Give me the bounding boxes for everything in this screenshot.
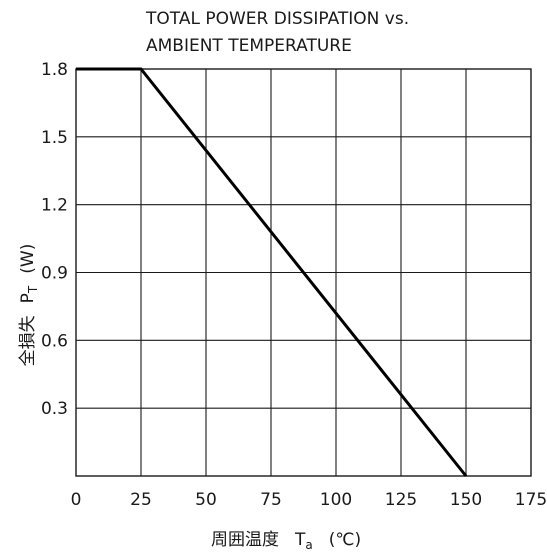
x-tick-label: 50 (195, 490, 217, 510)
x-axis-label-symbol: T (294, 530, 306, 550)
x-tick-label: 0 (71, 490, 82, 510)
x-axis-label-subscript: a (305, 538, 312, 552)
derating-curve (76, 67, 468, 477)
x-axis-label-unit: (℃) (329, 530, 361, 550)
y-axis-label: 全損失 PT (W) (18, 244, 40, 367)
x-tick-labels: 0 25 50 75 100 125 150 175 (71, 490, 547, 510)
chart-title-line2: AMBIENT TEMPERATURE (146, 36, 352, 56)
x-tick-label: 125 (385, 490, 417, 510)
y-tick-label: 0.3 (41, 399, 68, 419)
y-axis-label-jp: 全損失 (18, 315, 38, 366)
chart-title-line1: TOTAL POWER DISSIPATION vs. (145, 9, 409, 29)
y-axis-label-symbol: P (18, 293, 38, 303)
y-tick-label: 1.5 (41, 128, 68, 148)
x-tick-label: 150 (450, 490, 482, 510)
series-layer (76, 67, 468, 477)
y-axis-label-unit: (W) (18, 244, 38, 274)
y-tick-labels: 0.3 0.6 0.9 1.2 1.5 1.8 (41, 60, 68, 419)
y-tick-label: 1.8 (41, 60, 68, 80)
y-tick-label: 0.9 (41, 264, 68, 284)
x-tick-label: 100 (320, 490, 352, 510)
y-tick-label: 0.6 (41, 331, 68, 351)
y-axis-label-subscript: T (26, 285, 40, 294)
y-tick-label: 1.2 (41, 196, 68, 216)
x-tick-label: 75 (260, 490, 282, 510)
x-axis-label-jp: 周囲温度 (211, 530, 279, 550)
x-tick-label: 25 (130, 490, 152, 510)
x-axis-label: 周囲温度 Ta (℃) (211, 530, 361, 552)
x-tick-label: 175 (515, 490, 547, 510)
plot-frame (75, 68, 532, 477)
